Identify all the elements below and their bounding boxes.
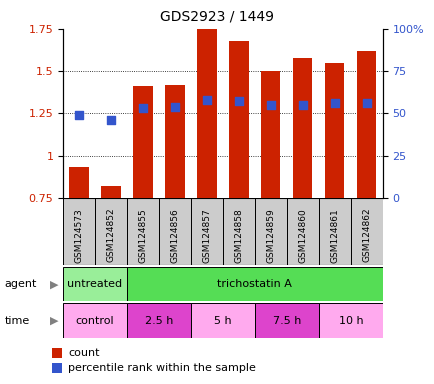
Point — [299, 102, 306, 108]
Bar — [63, 198, 95, 265]
Bar — [159, 198, 191, 265]
Bar — [197, 29, 216, 198]
Bar — [191, 198, 223, 265]
Bar — [133, 86, 152, 198]
Text: GSM124862: GSM124862 — [362, 208, 371, 263]
Text: 2.5 h: 2.5 h — [145, 316, 173, 326]
Bar — [63, 267, 127, 301]
Bar — [127, 303, 191, 338]
Text: 10 h: 10 h — [338, 316, 362, 326]
Bar — [165, 84, 184, 198]
Point — [139, 105, 146, 111]
Bar — [101, 186, 120, 198]
Bar — [293, 58, 312, 198]
Text: percentile rank within the sample: percentile rank within the sample — [68, 363, 256, 373]
Point — [76, 112, 82, 118]
Bar — [127, 198, 159, 265]
Text: GSM124856: GSM124856 — [170, 208, 179, 263]
Text: control: control — [76, 316, 114, 326]
Bar — [229, 41, 248, 198]
Bar — [350, 198, 382, 265]
Bar — [318, 303, 382, 338]
Bar — [63, 303, 127, 338]
Text: GSM124861: GSM124861 — [329, 208, 339, 263]
Text: 5 h: 5 h — [214, 316, 231, 326]
Bar — [325, 63, 344, 198]
Text: agent: agent — [4, 279, 36, 289]
Bar — [95, 198, 127, 265]
Text: GDS2923 / 1449: GDS2923 / 1449 — [160, 10, 274, 23]
Bar — [222, 198, 254, 265]
Bar — [52, 348, 62, 358]
Bar — [356, 51, 375, 198]
Text: untreated: untreated — [67, 279, 122, 289]
Text: time: time — [4, 316, 30, 326]
Text: GSM124860: GSM124860 — [298, 208, 307, 263]
Bar — [127, 267, 382, 301]
Bar — [318, 198, 350, 265]
Text: count: count — [68, 348, 99, 358]
Text: GSM124852: GSM124852 — [106, 208, 115, 263]
Point — [107, 117, 114, 123]
Text: GSM124573: GSM124573 — [74, 208, 83, 263]
Text: GSM124859: GSM124859 — [266, 208, 275, 263]
Text: GSM124858: GSM124858 — [234, 208, 243, 263]
Point — [362, 100, 369, 106]
Text: trichostatin A: trichostatin A — [217, 279, 292, 289]
Point — [267, 102, 274, 108]
Point — [331, 100, 338, 106]
Bar — [254, 303, 318, 338]
Text: GSM124857: GSM124857 — [202, 208, 211, 263]
Text: GSM124855: GSM124855 — [138, 208, 147, 263]
Bar — [286, 198, 318, 265]
Point — [171, 103, 178, 109]
Bar — [254, 198, 286, 265]
Bar — [191, 303, 254, 338]
Point — [203, 97, 210, 103]
Text: ▶: ▶ — [50, 316, 59, 326]
Bar — [52, 363, 62, 373]
Text: ▶: ▶ — [50, 279, 59, 289]
Text: 7.5 h: 7.5 h — [272, 316, 300, 326]
Bar — [69, 167, 89, 198]
Point — [235, 98, 242, 104]
Bar — [261, 71, 280, 198]
